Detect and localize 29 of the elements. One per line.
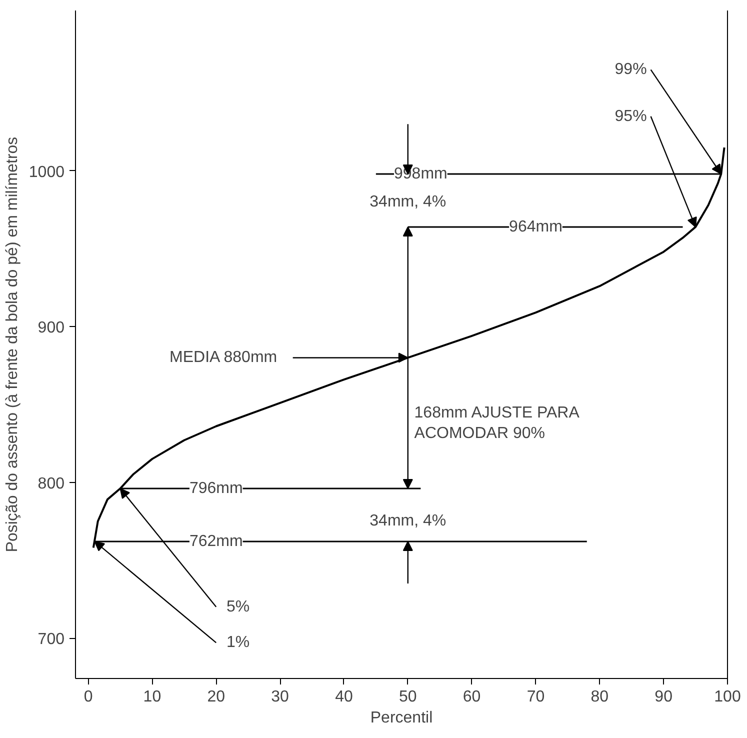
x-tick-label: 50: [398, 688, 417, 706]
annotation: 34mm, 4%: [370, 194, 446, 211]
annotation: 99%: [614, 61, 647, 78]
x-tick-label: 80: [590, 688, 609, 706]
x-tick-label: 100: [714, 688, 741, 706]
annotation: 1%: [226, 634, 250, 652]
x-tick-label: 70: [526, 688, 545, 706]
x-tick-label: 40: [335, 688, 353, 706]
annotation: 34mm, 4%: [370, 512, 446, 530]
y-tick-label: 700: [38, 631, 65, 648]
annotation: MEDIA 880mm: [170, 349, 278, 366]
annotation: 168mm AJUSTE PARA ACOMODAR 90%: [414, 404, 580, 442]
x-tick-label: 10: [143, 688, 162, 706]
ref-line-label: 964mm: [509, 218, 562, 236]
ref-line-label: 998mm: [394, 165, 448, 182]
annotation: 95%: [614, 108, 647, 125]
x-axis-title: Percentil: [370, 710, 433, 726]
x-tick-label: 0: [84, 688, 93, 706]
x-tick-label: 60: [462, 688, 481, 706]
annotation: 5%: [226, 598, 250, 616]
x-tick-label: 90: [654, 688, 673, 706]
x-tick-label: 30: [271, 688, 290, 706]
y-axis-title: Posição do assento (à frente da bola do pé) em milímetros: [4, 136, 21, 552]
x-tick-label: 20: [207, 688, 226, 706]
y-tick-label: 1000: [28, 164, 65, 181]
y-tick-label: 800: [38, 475, 65, 492]
ref-line-label: 796mm: [189, 480, 243, 498]
ref-line-label: 762mm: [189, 532, 243, 550]
y-tick-label: 900: [38, 320, 65, 337]
